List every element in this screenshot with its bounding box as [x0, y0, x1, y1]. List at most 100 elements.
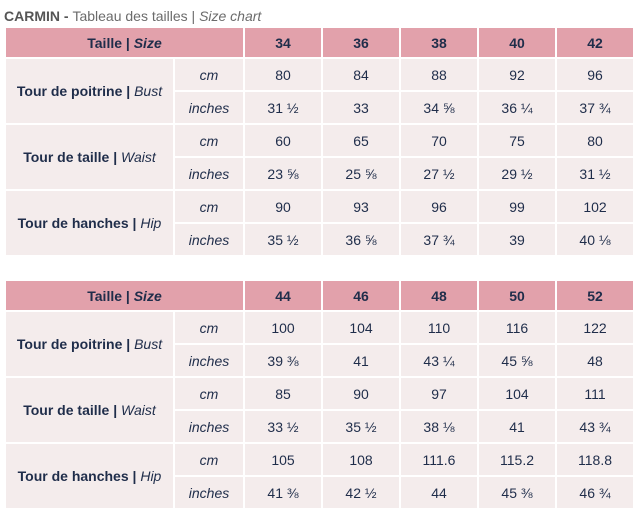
measurement-label: Tour de poitrine | Bust [6, 59, 173, 123]
table-row: inches 35 ½ 36 ⅝ 37 ¾ 39 40 ⅛ [6, 224, 633, 255]
measurement-value: 41 ⅜ [245, 477, 321, 508]
size-label-fr: Taille [87, 287, 123, 304]
size-column-header: 44 [245, 281, 321, 310]
measurement-value: 35 ½ [245, 224, 321, 255]
measurement-value: 33 [323, 92, 399, 123]
measurement-value: 111.6 [401, 444, 477, 475]
unit-label: cm [175, 312, 243, 343]
size-label-fr: Taille [87, 34, 123, 51]
measurement-value: 111 [557, 378, 633, 409]
measurement-value: 37 ¾ [401, 224, 477, 255]
measurement-value: 60 [245, 125, 321, 156]
unit-label: cm [175, 125, 243, 156]
table-row: Tour de hanches | Hip cm 90 93 96 99 102 [6, 191, 633, 255]
measurement-name-en: Hip [140, 468, 162, 484]
table-row: Tour de hanches | Hip cm 105 108 111.6 115.2 1… [6, 444, 633, 508]
unit-label: cm [175, 378, 243, 409]
unit-label: inches [175, 158, 243, 189]
measurement-value: 31 ½ [557, 158, 633, 189]
table-row: Tour de taille | Waist cm 60 65 70 75 80 [6, 125, 633, 189]
measurement-value: 45 ⅝ [479, 345, 555, 376]
page-title: CARMIN - Tableau des tailles | Size char… [4, 6, 261, 26]
size-column-header: 40 [479, 28, 555, 57]
measurement-value: 110 [401, 312, 477, 343]
measurement-value: 115.2 [479, 444, 555, 475]
measurement-value: 96 [557, 59, 633, 90]
measurement-value: 122 [557, 312, 633, 343]
measurement-value: 29 ½ [479, 158, 555, 189]
table-row: Tour de poitrine | Bust cm 80 84 88 92 96 [6, 59, 633, 123]
table-row: inches 31 ½ 33 34 ⅝ 36 ¼ 37 ¾ [6, 92, 633, 123]
measurement-value: 43 ¾ [557, 411, 633, 442]
unit-label: inches [175, 411, 243, 442]
measurement-value: 80 [557, 125, 633, 156]
header-row: Taille | Size 44 46 48 50 52 [6, 281, 633, 310]
table-row: inches 39 ⅜ 41 43 ¼ 45 ⅝ 48 [6, 345, 633, 376]
size-column-header: 48 [401, 281, 477, 310]
measurement-name-fr: Tour de taille [23, 149, 110, 165]
measurement-value: 39 [479, 224, 555, 255]
size-header-label: Taille | Size [6, 281, 243, 310]
size-column-header: 42 [557, 28, 633, 57]
size-header-label: Taille | Size [6, 28, 243, 57]
measurement-name-en: Hip [140, 215, 162, 231]
measurement-value: 100 [245, 312, 321, 343]
measurement-value: 36 ¼ [479, 92, 555, 123]
measurement-value: 40 ⅛ [557, 224, 633, 255]
measurement-label: Tour de taille | Waist [6, 378, 173, 442]
measurement-value: 80 [245, 59, 321, 90]
measurement-value: 31 ½ [245, 92, 321, 123]
measurement-value: 38 ⅛ [401, 411, 477, 442]
measurement-value: 88 [401, 59, 477, 90]
measurement-value: 41 [323, 345, 399, 376]
measurement-value: 104 [479, 378, 555, 409]
measurement-value: 34 ⅝ [401, 92, 477, 123]
measurement-value: 92 [479, 59, 555, 90]
measurement-value: 90 [245, 191, 321, 222]
size-column-header: 38 [401, 28, 477, 57]
measurement-name-en: Waist [121, 402, 156, 418]
table-row: Tour de taille | Waist cm 85 90 97 104 111 [6, 378, 633, 442]
table-row: Tour de poitrine | Bust cm 100 104 110 116 122 [6, 312, 633, 376]
title-en: Size chart [199, 8, 262, 24]
measurement-name-en: Bust [134, 336, 163, 352]
measurement-value: 97 [401, 378, 477, 409]
measurement-value: 85 [245, 378, 321, 409]
measurement-value: 25 ⅝ [323, 158, 399, 189]
measurement-name-fr: Tour de poitrine [16, 83, 123, 99]
measurement-value: 48 [557, 345, 633, 376]
size-column-header: 34 [245, 28, 321, 57]
measurement-value: 36 ⅝ [323, 224, 399, 255]
table-row: inches 23 ⅝ 25 ⅝ 27 ½ 29 ½ 31 ½ [6, 158, 633, 189]
measurement-value: 46 ¾ [557, 477, 633, 508]
measurement-value: 105 [245, 444, 321, 475]
measurement-value: 42 ½ [323, 477, 399, 508]
size-label-en: Size [133, 287, 162, 304]
measurement-name-en: Waist [121, 149, 156, 165]
measurement-value: 45 ⅜ [479, 477, 555, 508]
title-separator: - [60, 8, 73, 24]
size-column-header: 52 [557, 281, 633, 310]
title-pipe: | [187, 8, 200, 24]
unit-label: inches [175, 345, 243, 376]
measurement-value: 37 ¾ [557, 92, 633, 123]
unit-label: cm [175, 191, 243, 222]
measurement-name-fr: Tour de poitrine [16, 336, 123, 352]
unit-label: inches [175, 92, 243, 123]
brand-name: CARMIN [4, 8, 60, 24]
table-row: inches 41 ⅜ 42 ½ 44 45 ⅜ 46 ¾ [6, 477, 633, 508]
measurement-value: 43 ¼ [401, 345, 477, 376]
measurement-value: 108 [323, 444, 399, 475]
measurement-value: 96 [401, 191, 477, 222]
size-chart-table-1: Taille | Size 34 36 38 40 42 Tour de poitrine … [4, 26, 635, 257]
measurement-value: 33 ½ [245, 411, 321, 442]
measurement-name-fr: Tour de hanches [17, 468, 129, 484]
size-column-header: 46 [323, 281, 399, 310]
measurement-value: 39 ⅜ [245, 345, 321, 376]
unit-label: inches [175, 224, 243, 255]
measurement-label: Tour de hanches | Hip [6, 444, 173, 508]
measurement-value: 65 [323, 125, 399, 156]
measurement-value: 75 [479, 125, 555, 156]
measurement-label: Tour de taille | Waist [6, 125, 173, 189]
measurement-name-fr: Tour de hanches [17, 215, 129, 231]
